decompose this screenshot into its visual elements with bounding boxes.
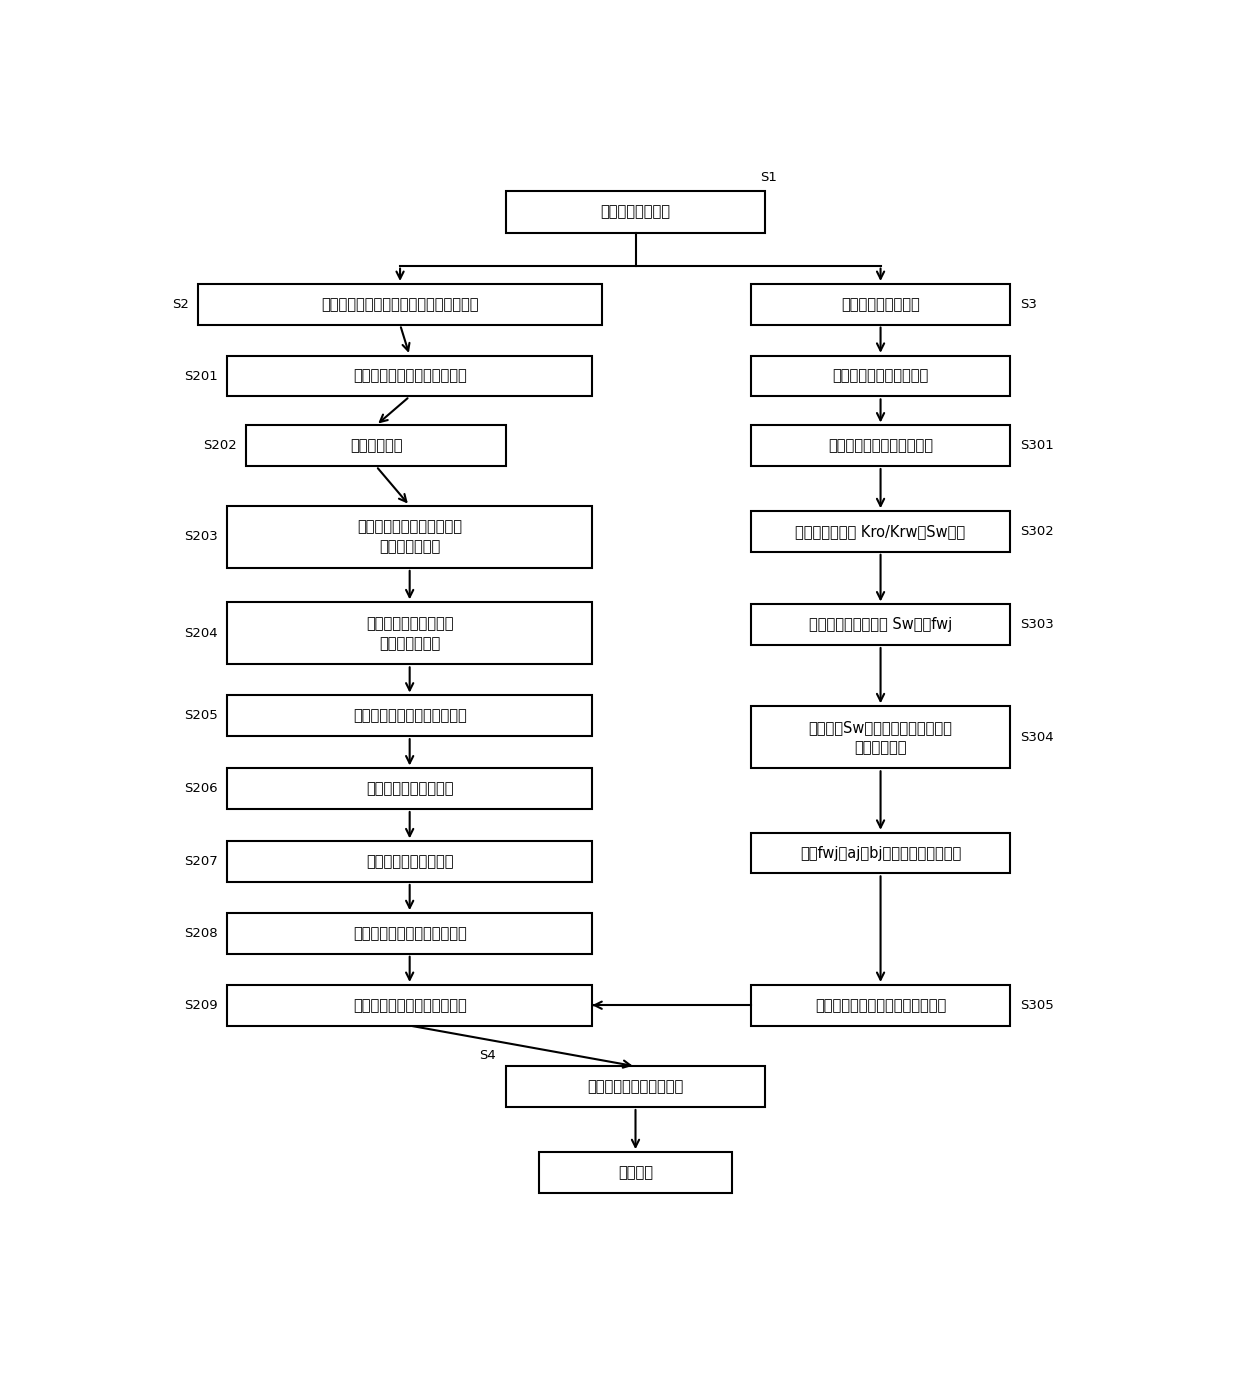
- Text: S204: S204: [184, 626, 217, 640]
- Text: S207: S207: [184, 855, 217, 869]
- Text: 计算对应油水井间阻力系数
小层总阻力系数: 计算对应油水井间阻力系数 小层总阻力系数: [357, 519, 463, 554]
- Text: 计算小层各油井分配水
量及小层总水量: 计算小层各油井分配水 量及小层总水量: [366, 615, 454, 650]
- Text: S303: S303: [1019, 618, 1054, 631]
- Text: 计算水井垂向劈分系数: 计算水井垂向劈分系数: [366, 781, 454, 796]
- Text: 确定小层吸水的流动系数级差: 确定小层吸水的流动系数级差: [353, 369, 466, 384]
- Text: 计算油井在小层平面分配系数: 计算油井在小层平面分配系数: [353, 709, 466, 724]
- Text: S209: S209: [184, 998, 217, 1012]
- Text: S202: S202: [203, 440, 237, 452]
- Text: S3: S3: [1019, 298, 1037, 310]
- Text: 计算油井在小层对应水井水量: 计算油井在小层对应水井水量: [353, 926, 466, 941]
- FancyBboxPatch shape: [751, 832, 1011, 873]
- Text: 计算油井对应水井小层水量和: 计算油井对应水井小层水量和: [353, 998, 466, 1013]
- Text: 计算注水井分层注水量: 计算注水井分层注水量: [366, 855, 454, 869]
- FancyBboxPatch shape: [751, 706, 1011, 768]
- Text: 计算油井产液量及注水井注水量劈分系数: 计算油井产液量及注水井注水量劈分系数: [321, 296, 479, 312]
- Text: 绘制各小层相渗 Kro/Krw～Sw曲线: 绘制各小层相渗 Kro/Krw～Sw曲线: [796, 523, 966, 539]
- Text: S4: S4: [480, 1050, 496, 1062]
- Text: 计算有相渗小层流动系数比: 计算有相渗小层流动系数比: [828, 438, 932, 454]
- FancyBboxPatch shape: [227, 603, 593, 664]
- Text: 绘制相同Sw下含水与流动系数比曲
线并直线回归: 绘制相同Sw下含水与流动系数比曲 线并直线回归: [808, 720, 952, 754]
- FancyBboxPatch shape: [506, 1066, 765, 1107]
- Text: 汇总保存: 汇总保存: [618, 1165, 653, 1180]
- FancyBboxPatch shape: [227, 986, 593, 1026]
- FancyBboxPatch shape: [227, 913, 593, 954]
- FancyBboxPatch shape: [227, 768, 593, 809]
- FancyBboxPatch shape: [227, 841, 593, 883]
- Text: S2: S2: [172, 298, 188, 310]
- Text: S1: S1: [760, 171, 777, 184]
- Text: S304: S304: [1019, 731, 1054, 743]
- Text: 计算有相渗平均流动系数: 计算有相渗平均流动系数: [832, 369, 929, 384]
- Text: S206: S206: [184, 782, 217, 795]
- Text: 选择注采井组: 选择注采井组: [350, 438, 402, 454]
- Text: 计算油井小层含水率: 计算油井小层含水率: [841, 296, 920, 312]
- Text: 取各小层共渗区内等 Sw计算fwj: 取各小层共渗区内等 Sw计算fwj: [808, 617, 952, 632]
- Text: 计算油井产油量、产水量: 计算油井产油量、产水量: [588, 1079, 683, 1094]
- Text: S205: S205: [184, 710, 217, 722]
- FancyBboxPatch shape: [227, 696, 593, 736]
- FancyBboxPatch shape: [198, 284, 601, 324]
- Text: 建立油水井数据库: 建立油水井数据库: [600, 205, 671, 220]
- Text: S301: S301: [1019, 440, 1054, 452]
- FancyBboxPatch shape: [247, 426, 506, 466]
- Text: S203: S203: [184, 530, 217, 543]
- FancyBboxPatch shape: [751, 511, 1011, 551]
- Text: S305: S305: [1019, 998, 1054, 1012]
- FancyBboxPatch shape: [751, 284, 1011, 324]
- FancyBboxPatch shape: [751, 426, 1011, 466]
- Text: 绘制fwj、aj、bj曲线并进行二元回归: 绘制fwj、aj、bj曲线并进行二元回归: [800, 845, 961, 860]
- Text: S302: S302: [1019, 525, 1054, 537]
- FancyBboxPatch shape: [506, 191, 765, 234]
- Text: 建立小层含水率与井口含水率关系: 建立小层含水率与井口含水率关系: [815, 998, 946, 1013]
- FancyBboxPatch shape: [227, 356, 593, 397]
- Text: S208: S208: [184, 927, 217, 940]
- FancyBboxPatch shape: [227, 505, 593, 568]
- Text: S201: S201: [184, 369, 217, 383]
- FancyBboxPatch shape: [751, 986, 1011, 1026]
- FancyBboxPatch shape: [751, 604, 1011, 644]
- FancyBboxPatch shape: [539, 1153, 732, 1193]
- FancyBboxPatch shape: [751, 356, 1011, 397]
